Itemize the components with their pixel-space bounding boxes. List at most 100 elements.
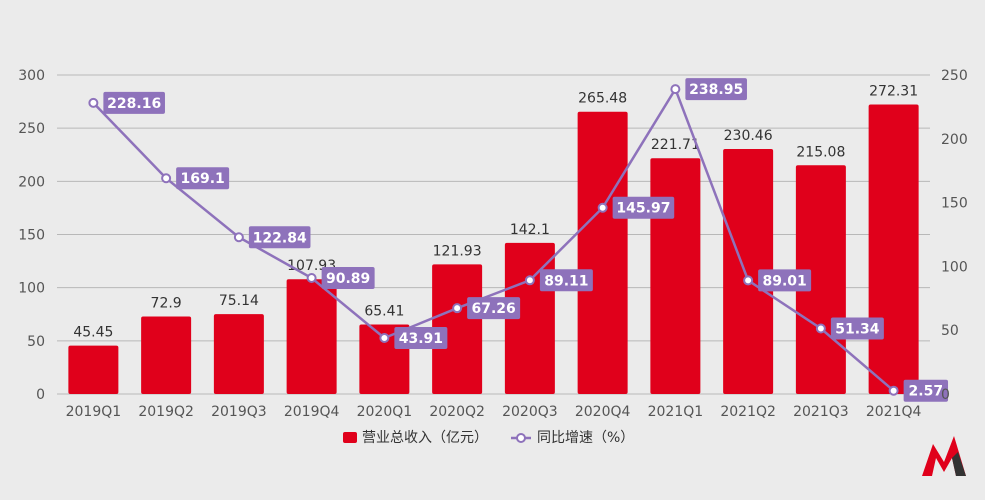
x-tick-label: 2020Q4	[575, 404, 631, 420]
x-tick-label: 2021Q3	[793, 404, 849, 420]
x-tick-label: 2020Q3	[502, 404, 558, 420]
y-left-tick-label: 200	[18, 174, 45, 190]
legend-bar-swatch	[343, 432, 357, 443]
bar-value-label: 65.41	[364, 303, 404, 319]
line-value-label: 169.1	[176, 167, 230, 190]
line-value-label: 89.11	[539, 269, 593, 292]
line-value-label: 90.89	[321, 267, 375, 290]
y-left-tick-label: 300	[18, 68, 45, 84]
y-right-tick-label: 0	[941, 387, 950, 403]
line-point	[88, 97, 99, 108]
bar-value-label: 121.93	[433, 243, 482, 259]
x-tick-label: 2021Q1	[648, 404, 704, 420]
line-label-text: 238.95	[689, 82, 743, 98]
legend-label: 营业总收入（亿元）	[362, 430, 488, 446]
bar	[577, 111, 628, 394]
line-value-label: 51.34	[830, 317, 884, 340]
legend-line-marker	[516, 433, 526, 443]
line-label-text: 2.57	[909, 384, 944, 400]
line-label-box	[612, 196, 675, 219]
bar-value-label: 221.71	[651, 137, 700, 153]
y-left-tick-label: 0	[36, 387, 45, 403]
x-tick-label: 2021Q2	[720, 404, 776, 420]
line-label-box	[903, 379, 949, 402]
line-label-box	[758, 269, 812, 292]
legend-item-revenue[interactable]: 营业总收入（亿元）	[343, 430, 488, 446]
bar-value-label: 142.1	[510, 222, 550, 238]
bar-value-label: 265.48	[578, 91, 627, 107]
line-label-text: 89.11	[544, 273, 588, 289]
line-label-box	[685, 78, 747, 101]
line-series: 228.16 169.1 122.84 90.89 43.91 67.26 89.11 145…	[88, 78, 949, 402]
bar-value-label: 45.45	[73, 325, 113, 341]
line-point	[888, 385, 899, 396]
y-right-tick-label: 50	[941, 323, 959, 339]
bar	[868, 104, 919, 395]
y-right-tick-label: 250	[941, 68, 968, 84]
line-label-box	[248, 226, 311, 249]
x-tick-label: 2019Q3	[211, 404, 267, 420]
bar	[141, 316, 192, 394]
x-tick-label: 2020Q2	[429, 404, 485, 420]
y-right-tick-label: 200	[941, 132, 968, 148]
bar-value-label: 272.31	[869, 83, 918, 99]
line-label-text: 228.16	[107, 96, 161, 112]
bar-value-label: 75.14	[219, 293, 259, 309]
line-label-text: 89.01	[762, 273, 806, 289]
line-label-box	[176, 167, 230, 190]
line-label-text: 169.1	[180, 171, 224, 187]
y-left-tick-label: 250	[18, 121, 45, 137]
line-value-label: 238.95	[685, 78, 747, 101]
line-point	[233, 232, 244, 243]
bar	[286, 279, 337, 394]
line-value-label: 43.91	[394, 326, 448, 349]
brand-logo	[922, 436, 966, 476]
bar	[213, 314, 264, 394]
line-value-label: 67.26	[467, 297, 521, 320]
bar	[723, 148, 774, 394]
line-point	[306, 273, 317, 284]
y-left-tick-label: 100	[18, 281, 45, 297]
y-left-tick-label: 50	[27, 334, 45, 350]
line-point	[524, 275, 535, 286]
line-value-label: 228.16	[103, 91, 165, 114]
line-point	[161, 173, 172, 184]
x-tick-label: 2021Q4	[866, 404, 922, 420]
bar	[432, 264, 483, 394]
line-label-text: 43.91	[399, 331, 443, 347]
line-label-box	[321, 267, 375, 290]
line-label-text: 51.34	[835, 321, 880, 337]
bar	[650, 158, 701, 394]
y-right-tick-label: 100	[941, 259, 968, 275]
legend: 营业总收入（亿元） 同比增速（%）	[343, 430, 634, 446]
line-value-label: 89.01	[758, 269, 812, 292]
line-label-text: 67.26	[471, 301, 515, 317]
line-label-box	[830, 317, 884, 340]
axes: 0 50 100 150 200 250 300 0 50 100 150 200 250 2019Q1 2…	[18, 68, 967, 420]
line-label-box	[467, 297, 521, 320]
bar-value-label: 215.08	[796, 144, 845, 160]
line-point	[597, 202, 608, 213]
x-tick-label: 2019Q2	[138, 404, 194, 420]
legend-label: 同比增速（%）	[537, 430, 634, 446]
line-value-label: 2.57	[903, 379, 949, 402]
line-label-box	[394, 326, 448, 349]
line-point	[815, 323, 826, 334]
x-tick-label: 2019Q4	[284, 404, 340, 420]
line-label-text: 122.84	[253, 230, 307, 246]
bar-value-label: 230.46	[724, 128, 773, 144]
line-point	[379, 332, 390, 343]
line-point	[670, 84, 681, 95]
legend-item-growth[interactable]: 同比增速（%）	[511, 430, 634, 446]
x-tick-label: 2020Q1	[357, 404, 413, 420]
line-point	[452, 303, 463, 314]
line-label-box	[539, 269, 593, 292]
line-value-label: 122.84	[248, 226, 311, 249]
line-label-text: 90.89	[326, 271, 370, 287]
line-label-text: 145.97	[616, 201, 670, 217]
y-left-tick-label: 150	[18, 228, 45, 244]
y-right-tick-label: 150	[941, 196, 968, 212]
bar	[68, 345, 119, 394]
